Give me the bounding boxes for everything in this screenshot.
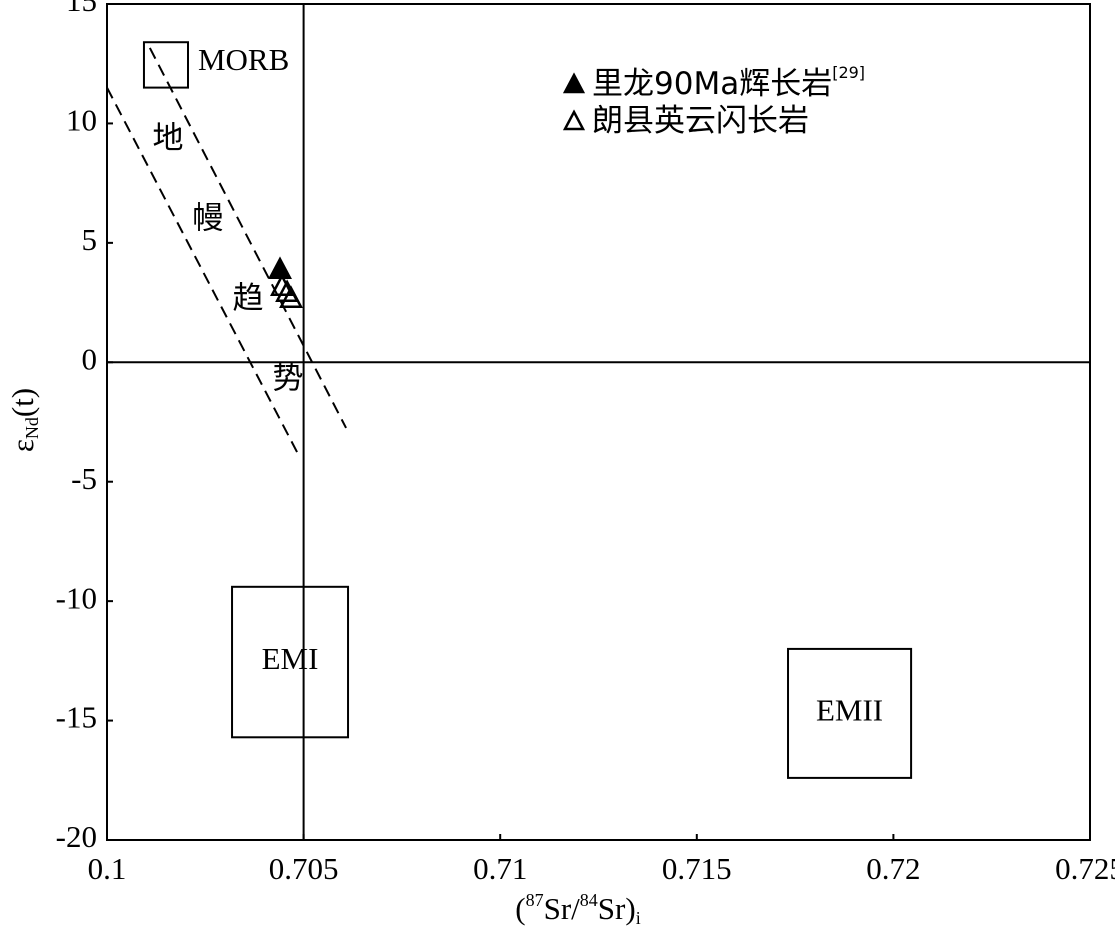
region-box xyxy=(142,41,189,89)
plot-frame xyxy=(106,3,1091,841)
legend-label: 朗县英云闪长岩 xyxy=(592,103,809,139)
trend-label: 趋 xyxy=(233,281,264,317)
data-point xyxy=(269,273,294,296)
legend-marker xyxy=(562,109,586,131)
x-tick-label: 0.725 xyxy=(1055,851,1115,886)
legend-marker xyxy=(562,72,586,94)
y-axis-label: εNd(t) xyxy=(5,388,42,452)
axis-label-part: Nd xyxy=(22,417,42,439)
y-tick-label: 0 xyxy=(82,341,98,376)
region-label: MORB xyxy=(198,42,289,77)
x-tick-label: 0.72 xyxy=(866,851,920,886)
legend-ref: [29] xyxy=(832,63,865,82)
data-point xyxy=(268,256,292,280)
axis-label-part: (t) xyxy=(5,388,40,417)
x-tick-label: 0.71 xyxy=(473,851,527,886)
plot-area xyxy=(107,41,913,779)
legend-name: 里龙90Ma辉长岩 xyxy=(592,66,832,102)
axis-label-part: Sr) xyxy=(598,891,636,926)
region-box xyxy=(787,647,913,779)
data-point xyxy=(279,285,303,308)
axis-label-part: i xyxy=(636,908,641,928)
region-label: EMI xyxy=(262,641,319,676)
region-label: EMII xyxy=(816,693,883,728)
y-tick-label: -5 xyxy=(71,461,97,496)
axis-label-part: ( xyxy=(515,891,525,926)
x-axis-label: (87Sr/84Sr)i xyxy=(515,890,640,928)
x-tick-label: 0.715 xyxy=(662,851,732,886)
region-box xyxy=(231,585,350,739)
y-tick-label: -20 xyxy=(56,819,97,854)
trend-label: 势 xyxy=(273,361,304,397)
trend-line xyxy=(107,87,301,459)
axis-label-part: Sr/ xyxy=(544,891,581,926)
y-tick-label: 15 xyxy=(66,0,97,18)
x-tick-label: 0.705 xyxy=(269,851,339,886)
axis-label-part: 84 xyxy=(580,890,598,910)
y-tick-label: 5 xyxy=(82,222,98,257)
y-tick-label: 10 xyxy=(66,103,97,138)
legend-label: 里龙90Ma辉长岩[29] xyxy=(592,63,865,102)
legend-name: 朗县英云闪长岩 xyxy=(592,103,809,139)
axis-label-part: 87 xyxy=(526,890,544,910)
trend-label: 地 xyxy=(153,121,184,157)
trend-label: 幔 xyxy=(193,201,224,237)
trend-line xyxy=(148,47,347,429)
x-tick-label: 0.1 xyxy=(88,851,127,886)
y-tick-label: -15 xyxy=(56,700,97,735)
axis-label-part: ε xyxy=(5,439,40,452)
y-tick-label: -10 xyxy=(56,580,97,615)
